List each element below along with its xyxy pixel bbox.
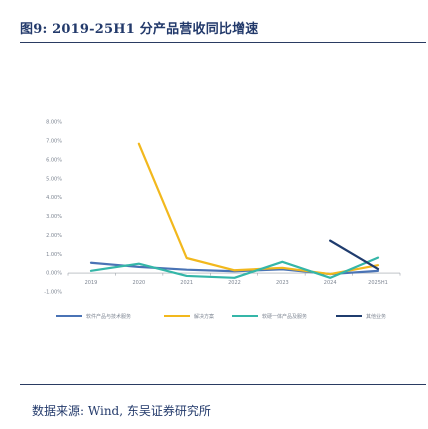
figure-title: 图9: 2019-25H1 分产品营收同比增速 (20, 22, 259, 37)
legend-label: 解决方案 (194, 313, 214, 320)
legend-label: 软硬一体产品及服务 (262, 313, 307, 320)
series-lines (89, 142, 380, 279)
y-tick-label: 7.00% (46, 138, 62, 144)
data-source: 数据来源: Wind, 东吴证券研究所 (32, 404, 211, 418)
x-tick-label: 2024 (324, 280, 337, 286)
y-tick-label: -1.00% (44, 290, 62, 296)
y-tick-label: 4.00% (46, 195, 62, 201)
legend: 软件产品与技术服务 解决方案 软硬一体产品及服务 其他业务 (56, 313, 386, 320)
source-rule (20, 384, 426, 385)
title-rule (20, 42, 426, 43)
y-tick-label: 3.00% (46, 214, 62, 220)
y-tick-label: 1.00% (46, 252, 62, 258)
x-axis-ticks: 2019 2020 2021 2022 2023 2024 2025H1 (67, 273, 401, 286)
y-tick-label: 6.00% (46, 157, 62, 163)
x-tick-label: 2020 (132, 280, 145, 286)
y-tick-label: 5.00% (46, 176, 62, 182)
series-line-2 (89, 256, 380, 279)
x-tick-label: 2022 (228, 280, 241, 286)
legend-label: 其他业务 (366, 313, 386, 320)
y-tick-label: 2.00% (46, 233, 62, 239)
y-axis-ticks: -1.00% 0.00% 1.00% 2.00% 3.00% 4.00% 5.00% 6.00… (44, 120, 62, 296)
x-tick-label: 2025H1 (368, 280, 388, 286)
x-tick-label: 2019 (85, 280, 98, 286)
y-tick-label: 8.00% (46, 120, 62, 126)
series-line-1 (137, 142, 380, 276)
series-line-3 (329, 239, 380, 271)
legend-label: 软件产品与技术服务 (86, 313, 131, 320)
x-tick-label: 2023 (276, 280, 289, 286)
x-tick-label: 2021 (180, 280, 193, 286)
y-tick-label: 0.00% (46, 271, 62, 277)
